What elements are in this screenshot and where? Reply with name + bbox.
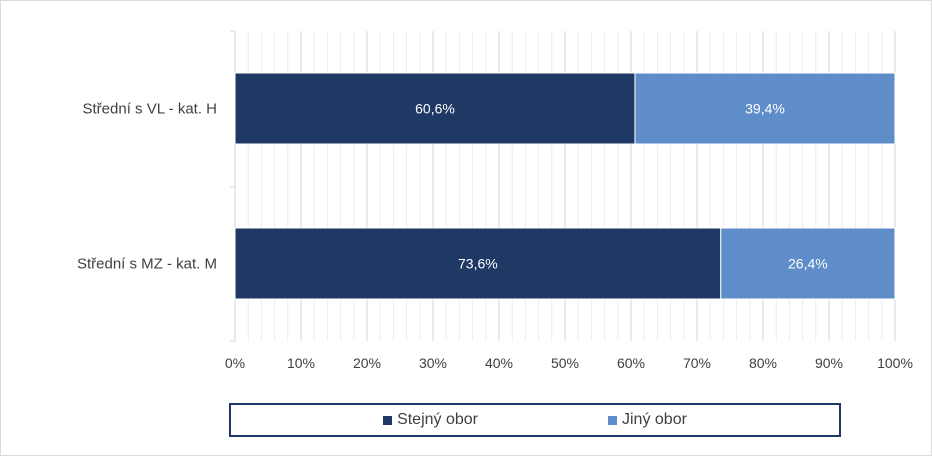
x-tick-label: 30% — [419, 355, 447, 371]
bar-1-1 — [720, 227, 896, 300]
x-tick-label: 40% — [485, 355, 513, 371]
legend: Stejný obor Jiný obor — [229, 403, 841, 437]
category-label-1: Střední s MZ - kat. M — [77, 256, 217, 273]
legend-item-0: Stejný obor — [383, 411, 478, 429]
legend-swatch-1 — [608, 415, 617, 425]
x-tick-label: 20% — [353, 355, 381, 371]
legend-swatch-0 — [383, 415, 393, 425]
bar-0-0 — [234, 72, 636, 145]
category-label-0: Střední s VL - kat. H — [83, 101, 218, 118]
legend-label-0: Stejný obor — [397, 411, 478, 428]
data-label-1-1: 26,4% — [788, 256, 828, 272]
x-tick-label: 100% — [877, 355, 913, 371]
x-tick-label: 60% — [617, 355, 645, 371]
data-label-0-1: 73,6% — [458, 256, 498, 272]
x-tick-label: 10% — [287, 355, 315, 371]
x-tick-label: 0% — [225, 355, 245, 371]
data-label-1-0: 39,4% — [745, 101, 785, 117]
legend-item-1: Jiný obor — [608, 411, 687, 429]
bar-0-1 — [234, 227, 722, 300]
x-tick-label: 70% — [683, 355, 711, 371]
x-tick-label: 50% — [551, 355, 579, 371]
x-tick-label: 90% — [815, 355, 843, 371]
x-tick-label: 80% — [749, 355, 777, 371]
data-label-0-0: 60,6% — [415, 101, 455, 117]
legend-label-1: Jiný obor — [622, 411, 687, 428]
bar-1-0 — [634, 72, 896, 145]
stacked-bar-chart: 60,6% 39,4% Střední s VL - kat. H 73,6% 26,4… — [77, 30, 913, 371]
